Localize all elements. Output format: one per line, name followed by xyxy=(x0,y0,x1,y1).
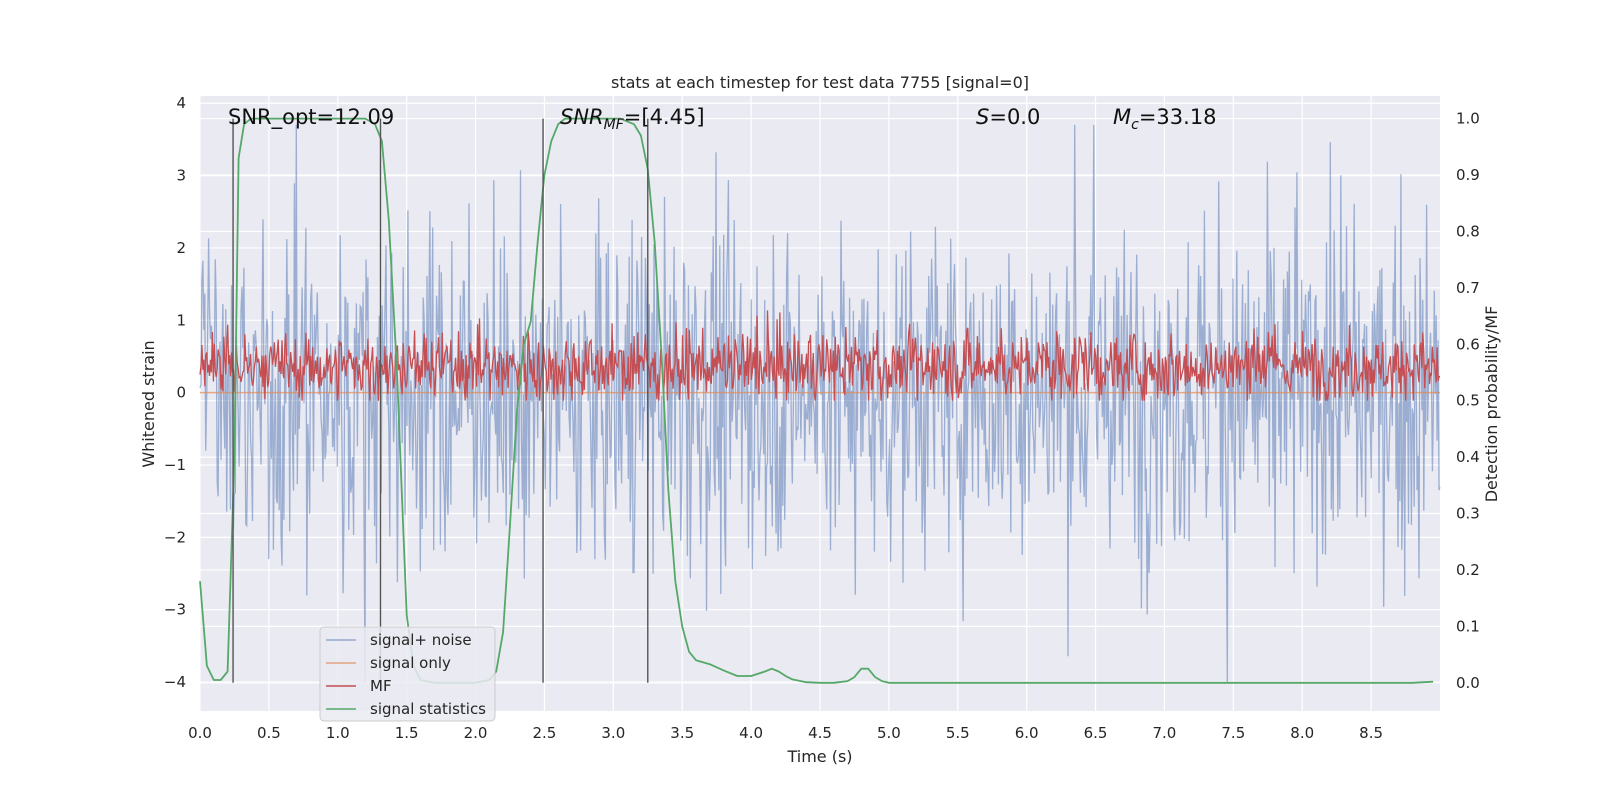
y-tick-label: 2 xyxy=(176,239,186,257)
x-tick-label: 0.0 xyxy=(188,724,212,742)
annotation-snr-mf: SNRMF=[4.45] xyxy=(560,105,705,133)
legend-item-mf: MF xyxy=(326,677,392,695)
y2-tick-label: 0.6 xyxy=(1456,335,1480,353)
y2-tick-label: 0.0 xyxy=(1456,674,1480,692)
y-tick-label: −1 xyxy=(164,456,186,474)
y-tick-label: 3 xyxy=(176,167,186,185)
x-tick-label: 6.5 xyxy=(1084,724,1108,742)
series-signal-statistics xyxy=(199,117,1434,684)
legend-label-signal-noise: signal+ noise xyxy=(370,631,472,649)
legend-label-signal-only: signal only xyxy=(370,654,451,672)
annotation-s-value: =0.0 xyxy=(989,105,1040,129)
legend-item-signal-noise: signal+ noise xyxy=(326,631,472,649)
x-tick-label: 1.0 xyxy=(326,724,350,742)
y-axis-label: Whitened strain xyxy=(139,340,158,467)
mf-trace xyxy=(199,310,1441,401)
x-tick-label: 3.0 xyxy=(601,724,625,742)
y-tick-labels: 4 3 2 1 0 −1 −2 −3 −4 xyxy=(164,94,186,691)
x-tick-label: 8.5 xyxy=(1359,724,1383,742)
y2-tick-label: 0.3 xyxy=(1456,505,1480,523)
x-tick-label: 5.0 xyxy=(877,724,901,742)
legend: signal+ noise signal only MF signal stat… xyxy=(319,626,496,722)
y-tick-label: 1 xyxy=(176,311,186,329)
y-tick-label: −4 xyxy=(164,673,186,691)
annotation-s: S=0.0 xyxy=(976,105,1040,129)
annotation-mc-sub: c xyxy=(1131,117,1139,133)
x-tick-label: 7.5 xyxy=(1221,724,1245,742)
series-signal-noise xyxy=(199,124,1441,683)
x-tick-labels: 0.0 0.5 1.0 1.5 2.0 2.5 3.0 3.5 4.0 4.5 5.0 5.5 6.0 6… xyxy=(188,724,1383,742)
x-tick-label: 7.0 xyxy=(1153,724,1177,742)
series-mf xyxy=(199,310,1441,401)
annotation-mc: Mc=33.18 xyxy=(1113,105,1217,133)
annotation-snr-mf-sub: MF xyxy=(604,117,625,133)
legend-label-mf: MF xyxy=(370,677,392,695)
y-tick-label: 0 xyxy=(176,384,186,402)
y-tick-label: 4 xyxy=(176,94,186,112)
x-tick-label: 1.5 xyxy=(395,724,419,742)
annotation-snr-mf-main: SNR xyxy=(560,105,604,129)
y2-tick-label: 0.1 xyxy=(1456,617,1480,635)
y2-tick-label: 1.0 xyxy=(1456,110,1480,128)
annotation-snr-mf-value: =[4.45] xyxy=(624,105,705,129)
x-tick-label: 2.5 xyxy=(533,724,557,742)
y-tick-label: −3 xyxy=(164,601,186,619)
x-tick-label: 0.5 xyxy=(257,724,281,742)
chart-title: stats at each timestep for test data 775… xyxy=(611,73,1029,92)
y2-tick-label: 0.7 xyxy=(1456,279,1480,297)
y2-tick-labels: 1.0 0.9 0.8 0.7 0.6 0.5 0.4 0.3 0.2 0.1 0.0 xyxy=(1456,110,1480,692)
y2-tick-label: 0.9 xyxy=(1456,166,1480,184)
x-tick-label: 5.5 xyxy=(946,724,970,742)
vertical-markers xyxy=(232,118,649,683)
x-tick-label: 4.5 xyxy=(808,724,832,742)
y-tick-label: −2 xyxy=(164,528,186,546)
y2-axis-label: Detection probability/MF xyxy=(1482,306,1501,503)
signal-statistics-line xyxy=(199,117,1434,684)
annotation-mc-main: M xyxy=(1113,105,1131,129)
x-axis-label: Time (s) xyxy=(786,747,852,766)
legend-label-signal-statistics: signal statistics xyxy=(370,700,486,718)
y2-tick-label: 0.5 xyxy=(1456,392,1480,410)
y2-tick-label: 0.4 xyxy=(1456,448,1480,466)
annotation-s-main: S xyxy=(976,105,989,129)
y2-tick-label: 0.8 xyxy=(1456,222,1480,240)
annotation-mc-value: =33.18 xyxy=(1139,105,1217,129)
x-tick-label: 2.0 xyxy=(464,724,488,742)
x-tick-label: 3.5 xyxy=(670,724,694,742)
y2-tick-label: 0.2 xyxy=(1456,561,1480,579)
legend-item-signal-statistics: signal statistics xyxy=(326,700,486,718)
signal-noise-trace xyxy=(199,124,1441,683)
x-tick-label: 4.0 xyxy=(739,724,763,742)
legend-item-signal-only: signal only xyxy=(326,654,451,672)
x-tick-label: 8.0 xyxy=(1290,724,1314,742)
annotation-snr-opt: SNR_opt=12.09 xyxy=(228,105,394,130)
x-tick-label: 6.0 xyxy=(1015,724,1039,742)
